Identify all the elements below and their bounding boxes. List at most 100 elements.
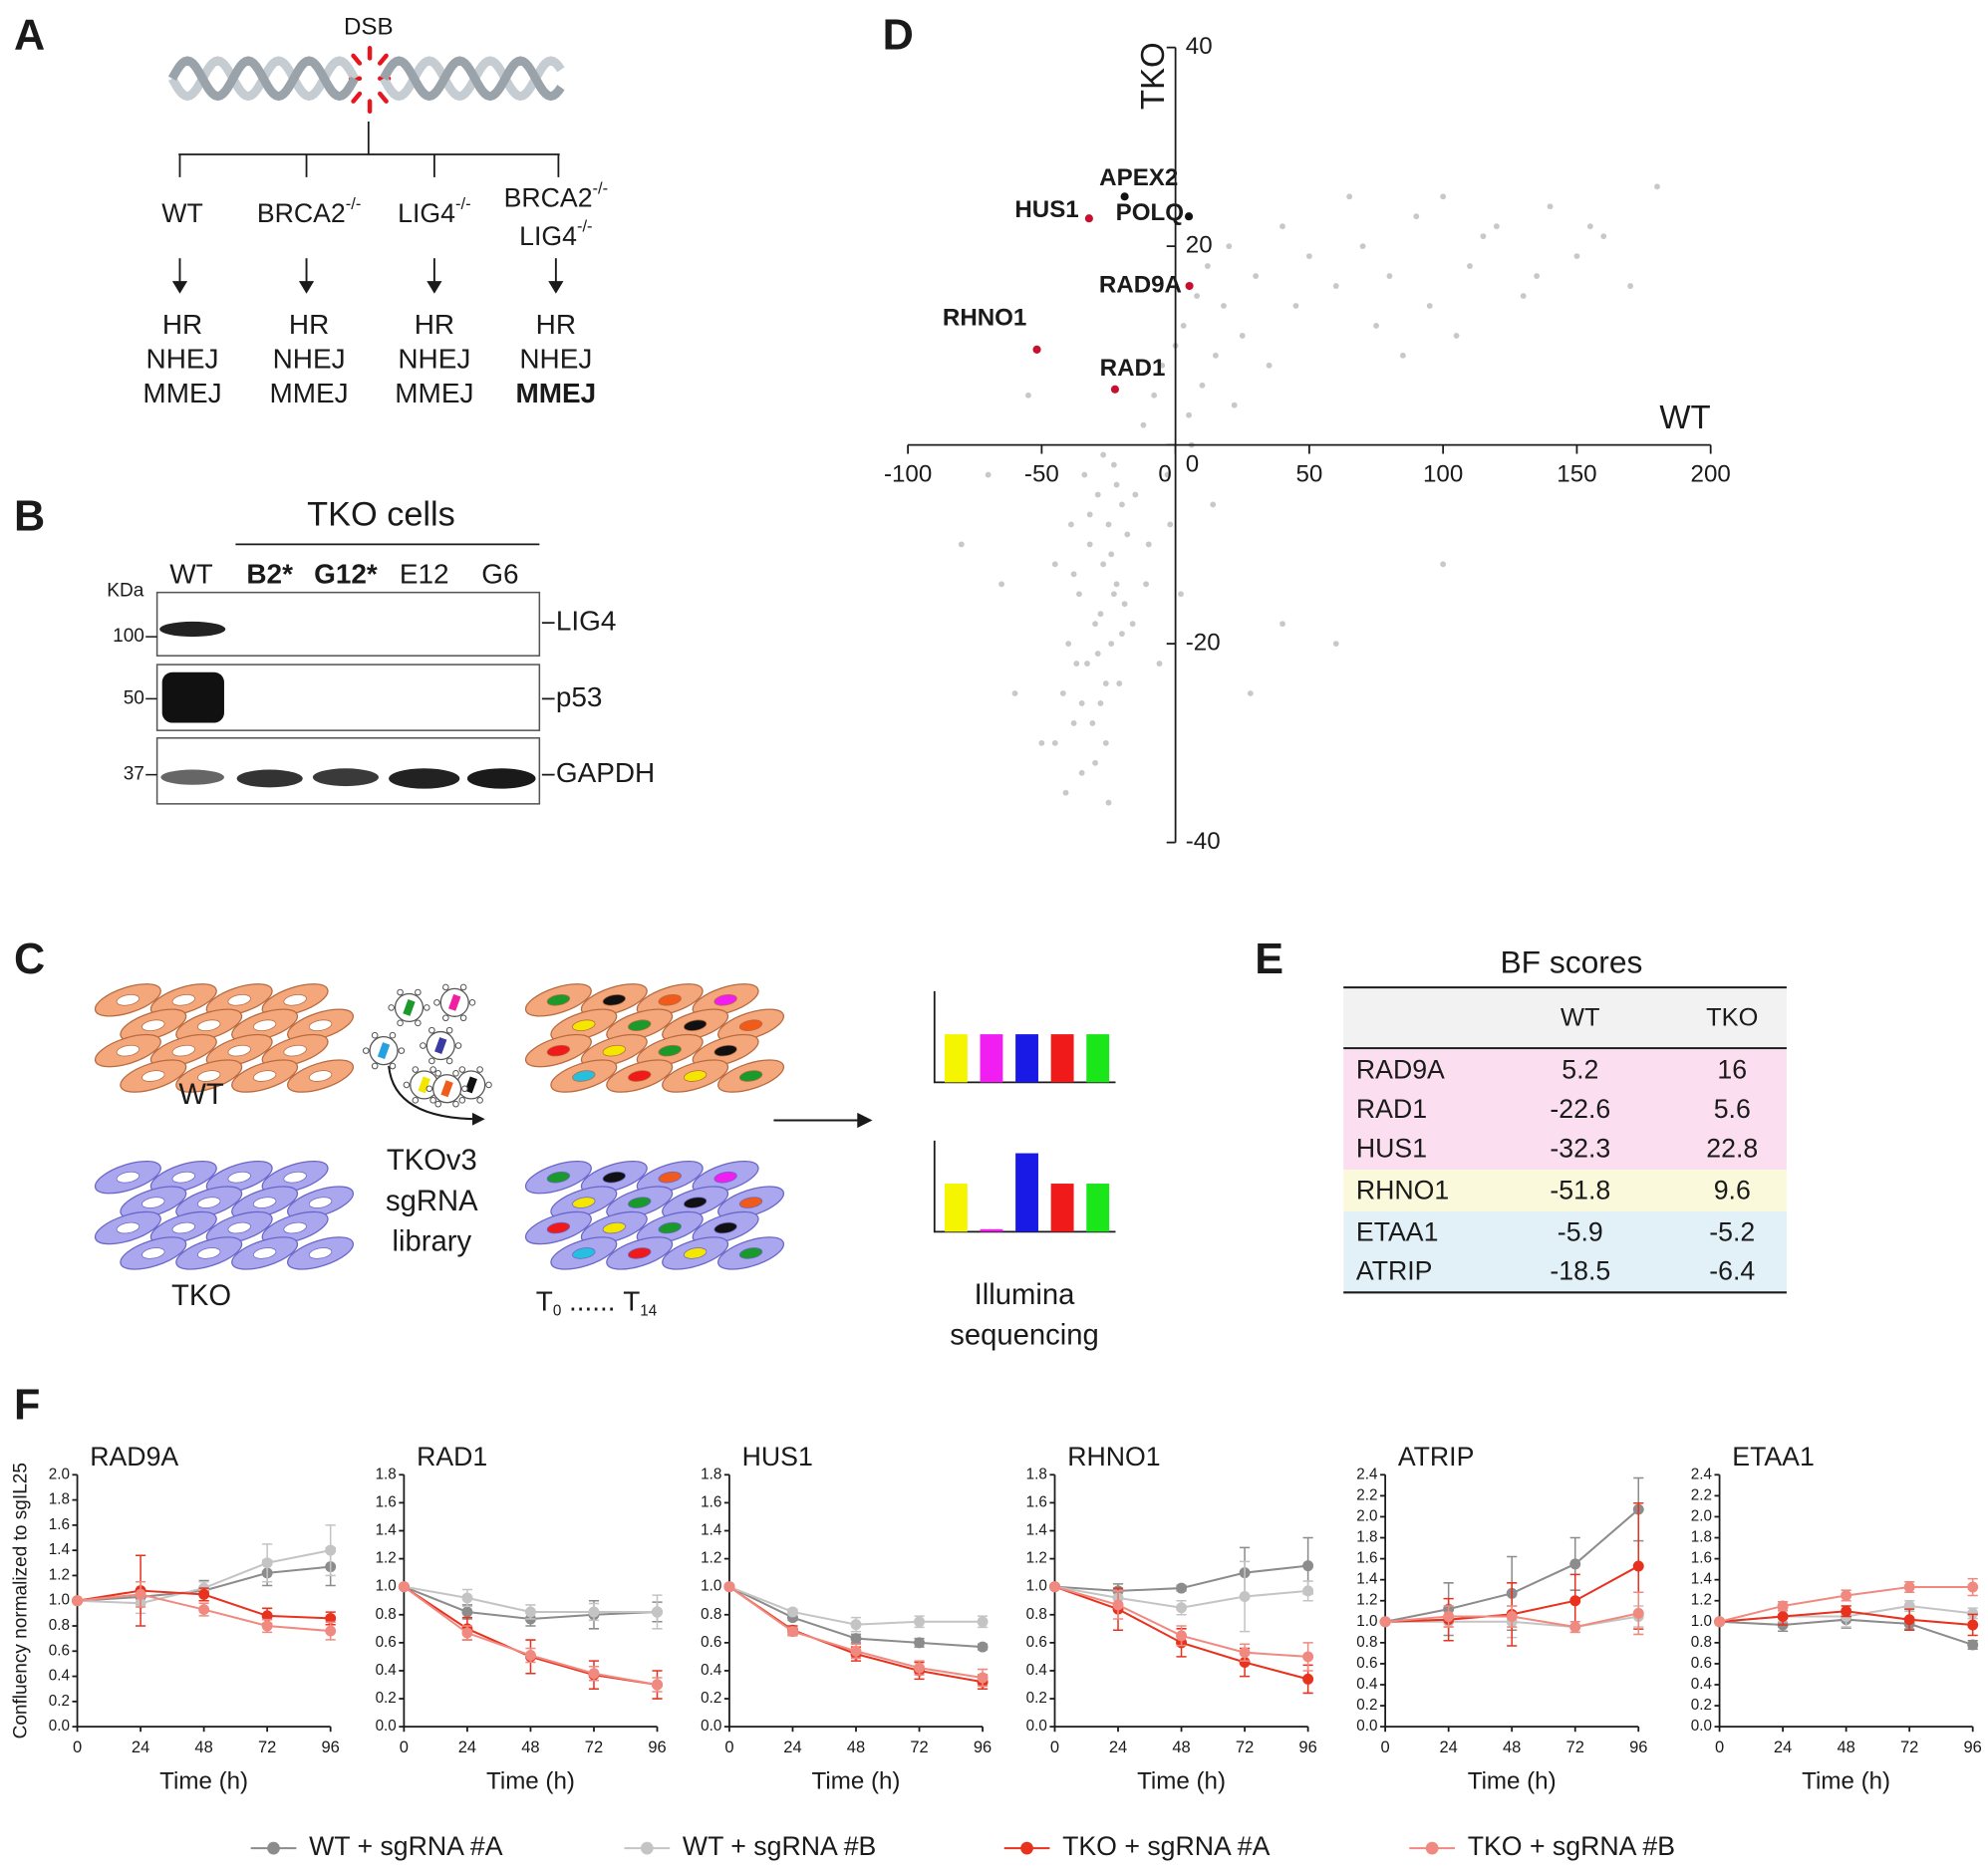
- data-point: [261, 1620, 273, 1632]
- virus-spike: [468, 999, 476, 1006]
- scatter-point: [1124, 531, 1131, 538]
- y-tick-label: 0.8: [701, 1606, 721, 1623]
- data-point: [787, 1606, 798, 1618]
- scatter-point: [1073, 661, 1080, 667]
- scatter-point: [1097, 611, 1104, 618]
- scatter-point: [1426, 303, 1433, 309]
- scatter-point: [1266, 362, 1273, 369]
- mini-bar: [944, 1034, 968, 1083]
- scatter-point: [1105, 799, 1112, 806]
- y-tick-label: 1.4: [1356, 1571, 1378, 1588]
- virus-spike: [428, 1057, 435, 1065]
- virus-spike: [397, 1019, 404, 1027]
- scatter-point: [1493, 223, 1500, 230]
- y-tick-label: 1.8: [49, 1491, 70, 1508]
- y-tick-label: 0.2: [1691, 1697, 1712, 1714]
- dsb-label: DSB: [344, 13, 394, 40]
- nucleus: [628, 1247, 652, 1259]
- chart-title: RAD9A: [90, 1442, 178, 1471]
- scatter-point: [1065, 641, 1072, 648]
- mini-bar: [1015, 1153, 1038, 1232]
- scatter-point: [1332, 641, 1339, 648]
- scatter-point: [1180, 323, 1187, 329]
- nucleus: [628, 1019, 652, 1031]
- scatter-point: [1145, 541, 1152, 548]
- nucleus: [283, 1221, 307, 1234]
- legend-label: WT + sgRNA #B: [683, 1831, 876, 1861]
- data-point: [1506, 1611, 1518, 1622]
- scatter-point: [1221, 303, 1227, 309]
- arrows: [171, 258, 564, 294]
- virus-spike: [459, 1014, 467, 1022]
- x-axis-label: Time (h): [1802, 1767, 1890, 1794]
- data-point: [914, 1662, 925, 1674]
- x-tick-label: 50: [1295, 460, 1322, 487]
- x-tick-label: 96: [974, 1738, 992, 1756]
- genotype-label: BRCA2-/-: [504, 180, 609, 213]
- y-tick-label: 1.0: [701, 1578, 721, 1595]
- scatter-point: [1534, 273, 1541, 279]
- data-point: [1632, 1607, 1644, 1619]
- bf-score: -32.3: [1550, 1133, 1610, 1163]
- y-tick-label: 1.2: [49, 1566, 70, 1583]
- scatter-point: [1178, 591, 1184, 598]
- scatter-point: [1067, 521, 1074, 528]
- scatter-point: [1078, 769, 1085, 776]
- data-point: [1443, 1611, 1455, 1622]
- scatter-point: [1586, 223, 1593, 230]
- x-tick-label: 0: [73, 1738, 82, 1756]
- nucleus: [572, 1247, 596, 1259]
- x-axis-label: Time (h): [812, 1767, 901, 1794]
- scatter-point: [1440, 561, 1447, 568]
- x-tick-label: 72: [1236, 1738, 1254, 1756]
- genotype-superscript: -/-: [577, 218, 593, 236]
- y-tick-label: 1.0: [1026, 1578, 1047, 1595]
- virus-spike: [454, 1042, 462, 1049]
- scatter-point: [1110, 591, 1117, 598]
- virus-spike: [420, 1042, 426, 1049]
- dna-strand: [167, 56, 359, 102]
- data-point: [461, 1606, 473, 1618]
- y-tick-label: 2.2: [1691, 1486, 1712, 1503]
- nucleus: [171, 994, 195, 1006]
- y-tick-label: 1.8: [376, 1466, 397, 1482]
- nucleus: [683, 1070, 708, 1082]
- highlight-point: [1184, 212, 1194, 221]
- virus-spike: [412, 1066, 420, 1073]
- timepoint-sub: 14: [640, 1302, 657, 1319]
- scatter-point: [1118, 631, 1125, 638]
- data-point: [1379, 1616, 1391, 1628]
- virus-spike: [426, 1085, 433, 1093]
- x-tick-label: 200: [1691, 460, 1731, 487]
- genotype-name: BRCA2: [257, 198, 346, 228]
- pathway-label: NHEJ: [146, 344, 219, 375]
- scatter-point: [1070, 719, 1077, 726]
- genotype-superscript: -/-: [455, 195, 471, 213]
- y-tick-label: 0.2: [701, 1690, 721, 1707]
- scatter-point: [1440, 193, 1447, 200]
- y-tick-label: 0.6: [49, 1642, 70, 1659]
- data-point: [1841, 1605, 1852, 1617]
- y-tick-label: 0.8: [1356, 1634, 1377, 1651]
- scatter-point: [1062, 789, 1069, 796]
- chart-title: ETAA1: [1732, 1442, 1815, 1471]
- panel-letter: B: [14, 492, 45, 540]
- pathway-label: HR: [415, 309, 454, 340]
- data-point: [723, 1581, 735, 1593]
- scatter-point: [1102, 739, 1109, 746]
- scatter-point: [1520, 293, 1527, 299]
- y-axis-label: Confluency normalized to sgIL25: [11, 1463, 32, 1738]
- scatter-point: [1132, 491, 1139, 498]
- data-point: [524, 1650, 536, 1661]
- highlight-label: HUS1: [1014, 196, 1078, 223]
- y-tick-label: 2.4: [1356, 1466, 1378, 1482]
- scatter-point: [1094, 491, 1101, 498]
- x-tick-label: 0: [1715, 1738, 1724, 1756]
- virus-spike: [397, 988, 404, 996]
- genotype-name: WT: [161, 198, 202, 228]
- data-point: [325, 1625, 337, 1637]
- nucleus: [116, 1171, 141, 1184]
- blot-title: TKO cells: [307, 495, 455, 533]
- y-tick-label: 0.4: [701, 1662, 722, 1679]
- data-point: [977, 1616, 989, 1628]
